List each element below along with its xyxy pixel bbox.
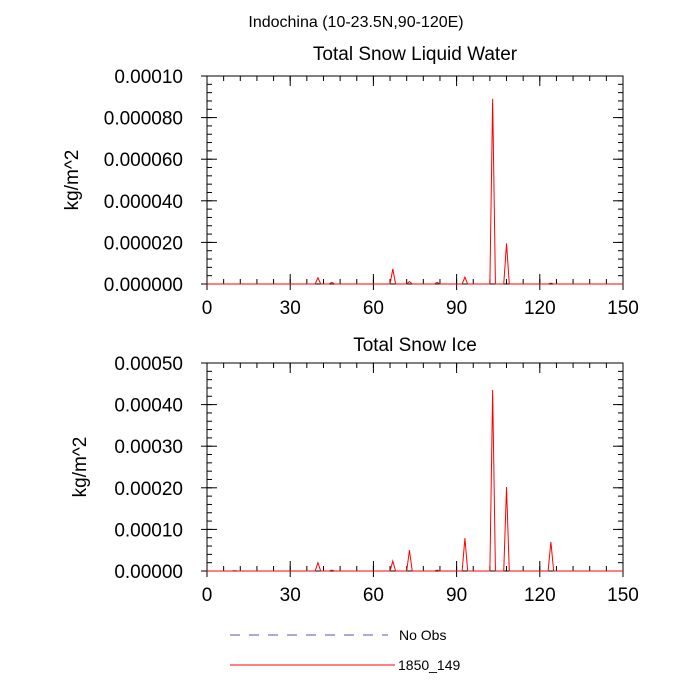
y-axis-label: kg/m^2 (62, 150, 83, 211)
y-tick-label: 0.00030 (114, 437, 183, 458)
y-tick-label: 0.00040 (114, 396, 183, 417)
legend: No Obs 1850_149 (230, 627, 461, 673)
y-tick-label: 0.00010 (114, 67, 183, 88)
x-tick-label: 90 (446, 298, 467, 319)
panel-total-snow-liquid-water: Total Snow Liquid Water kg/m^2 0 30 60 90 12… (62, 44, 639, 319)
x-tick-label: 0 (202, 585, 213, 606)
y-tick-label: 0.000000 (104, 275, 183, 296)
y-tick-label: 0.00050 (114, 354, 183, 375)
series-line-1850_149 (207, 98, 623, 285)
y-tick-label: 0.000080 (104, 109, 183, 130)
x-tick-label: 120 (524, 298, 556, 319)
y-tick-label: 0.00010 (114, 520, 183, 541)
x-tick-label: 150 (607, 298, 639, 319)
y-tick-label: 0.000020 (104, 233, 183, 254)
x-tick-label: 30 (280, 298, 301, 319)
y-tick-label: 0.000060 (104, 150, 183, 171)
x-tick-label: 0 (202, 298, 213, 319)
plot-frame (206, 362, 624, 572)
plot-frame (206, 75, 624, 285)
y-tick-label: 0.00000 (114, 562, 183, 583)
y-tick-label: 0.000040 (104, 192, 183, 213)
series-line-1850_149 (207, 390, 623, 572)
legend-label-no-obs: No Obs (399, 627, 446, 643)
figure-suptitle: Indochina (10-23.5N,90-120E) (248, 14, 463, 31)
x-tick-label: 150 (607, 585, 639, 606)
x-tick-label: 60 (363, 298, 384, 319)
panel-title: Total Snow Ice (353, 335, 477, 356)
x-tick-label: 120 (524, 585, 556, 606)
x-tick-label: 30 (280, 585, 301, 606)
x-tick-label: 60 (363, 585, 384, 606)
panel-total-snow-ice: Total Snow Ice kg/m^2 0 30 60 90 120 150 0.000… (70, 335, 639, 606)
y-tick-label: 0.00020 (114, 479, 183, 500)
y-axis-label: kg/m^2 (70, 437, 91, 498)
x-tick-label: 90 (446, 585, 467, 606)
panel-title: Total Snow Liquid Water (313, 44, 518, 65)
legend-label-1850-149: 1850_149 (398, 657, 461, 673)
